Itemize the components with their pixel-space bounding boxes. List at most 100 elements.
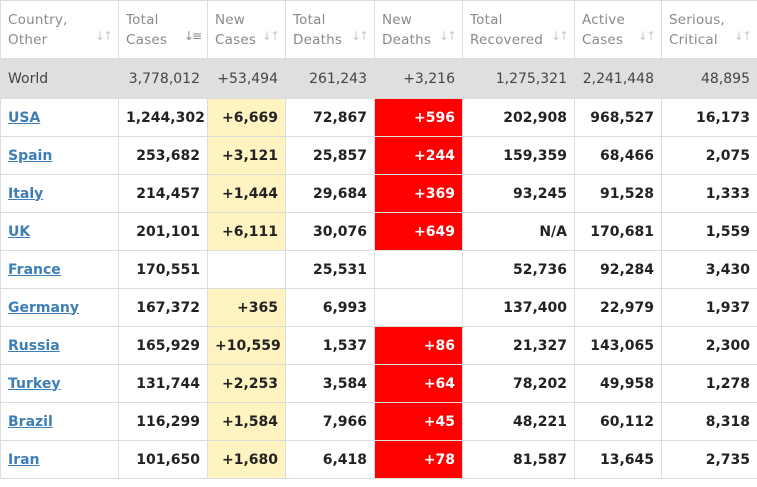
new-deaths-cell: +45 — [374, 402, 463, 441]
new-deaths-cell: +78 — [374, 440, 463, 479]
total-cases-cell: 170,551 — [118, 250, 208, 289]
new-cases-cell: +1,444 — [207, 174, 286, 213]
country-link[interactable]: UK — [8, 223, 31, 240]
header-new-deaths[interactable]: New Deaths ↓↑ — [374, 0, 463, 59]
new-cases-cell — [207, 250, 286, 289]
total-deaths-cell: 7,966 — [285, 402, 375, 441]
sort-desc-icon[interactable]: ↓≡ — [183, 29, 202, 43]
country-link[interactable]: Spain — [8, 147, 53, 164]
country-link[interactable]: Italy — [8, 185, 44, 202]
country-cell: France — [0, 250, 119, 289]
total-deaths-cell: 6,993 — [285, 288, 375, 327]
total-deaths-cell: 29,684 — [285, 174, 375, 213]
table-row: USA 1,244,302 +6,669 72,867 +596 202,908 968,5… — [0, 98, 757, 137]
header-country[interactable]: Country, Other ↓↑ — [0, 0, 119, 59]
country-cell: Germany — [0, 288, 119, 327]
new-deaths-cell: +86 — [374, 326, 463, 365]
total-recovered-cell: 48,221 — [462, 402, 575, 441]
header-label: Total Recovered — [470, 11, 543, 48]
sort-icon[interactable]: ↓↑ — [733, 29, 752, 43]
table-row: Italy 214,457 +1,444 29,684 +369 93,245 91,528… — [0, 174, 757, 213]
header-total-recovered[interactable]: Total Recovered ↓↑ — [462, 0, 575, 59]
new-cases-cell: +3,121 — [207, 136, 286, 175]
active-cases-cell: 49,958 — [574, 364, 662, 403]
serious-critical-cell: 1,278 — [661, 364, 757, 403]
new-deaths-cell: +649 — [374, 212, 463, 251]
world-row: World 3,778,012 +53,494 261,243 +3,216 1… — [0, 58, 757, 99]
total-cases-cell: 101,650 — [118, 440, 208, 479]
header-serious-critical[interactable]: Serious, Critical ↓↑ — [661, 0, 757, 59]
country-cell: Spain — [0, 136, 119, 175]
active-cases-cell: 170,681 — [574, 212, 662, 251]
active-cases-cell: 60,112 — [574, 402, 662, 441]
sort-icon[interactable]: ↓↑ — [261, 29, 280, 43]
total-recovered-cell: 21,327 — [462, 326, 575, 365]
total-cases-cell: 131,744 — [118, 364, 208, 403]
new-cases-cell: +6,111 — [207, 212, 286, 251]
header-total-deaths[interactable]: Total Deaths ↓↑ — [285, 0, 375, 59]
serious-critical-cell: 1,937 — [661, 288, 757, 327]
sort-icon[interactable]: ↓↑ — [350, 29, 369, 43]
total-deaths-cell: 6,418 — [285, 440, 375, 479]
new-cases-cell: +2,253 — [207, 364, 286, 403]
total-deaths-cell: 1,537 — [285, 326, 375, 365]
new-deaths-cell: +596 — [374, 98, 463, 137]
sort-icon[interactable]: ↓↑ — [94, 29, 113, 43]
active-cases-cell: 13,645 — [574, 440, 662, 479]
world-total-deaths-cell: 261,243 — [285, 58, 375, 99]
country-link[interactable]: France — [8, 261, 61, 278]
total-recovered-cell: 78,202 — [462, 364, 575, 403]
table-row: Russia 165,929 +10,559 1,537 +86 21,327 143,06… — [0, 326, 757, 365]
header-label: New Deaths — [382, 11, 432, 48]
new-deaths-cell — [374, 288, 463, 327]
country-cell: Italy — [0, 174, 119, 213]
active-cases-cell: 68,466 — [574, 136, 662, 175]
total-recovered-cell: N/A — [462, 212, 575, 251]
sort-icon[interactable]: ↓↑ — [438, 29, 457, 43]
table-row: UK 201,101 +6,111 30,076 +649 N/A 170,681 1,559 — [0, 212, 757, 251]
total-deaths-cell: 30,076 — [285, 212, 375, 251]
sort-icon[interactable]: ↓↑ — [637, 29, 656, 43]
header-label: Total Deaths — [293, 11, 343, 48]
country-link[interactable]: Turkey — [8, 375, 61, 392]
world-new-cases-cell: +53,494 — [207, 58, 286, 99]
sort-icon[interactable]: ↓↑ — [550, 29, 569, 43]
country-link[interactable]: USA — [8, 109, 41, 126]
country-cell: Russia — [0, 326, 119, 365]
new-cases-cell: +1,680 — [207, 440, 286, 479]
total-deaths-cell: 25,531 — [285, 250, 375, 289]
total-cases-cell: 116,299 — [118, 402, 208, 441]
total-cases-cell: 1,244,302 — [118, 98, 208, 137]
total-cases-cell: 201,101 — [118, 212, 208, 251]
header-active-cases[interactable]: Active Cases ↓↑ — [574, 0, 662, 59]
total-deaths-cell: 72,867 — [285, 98, 375, 137]
country-cell: USA — [0, 98, 119, 137]
total-recovered-cell: 137,400 — [462, 288, 575, 327]
country-link[interactable]: Russia — [8, 337, 60, 354]
world-name-cell: World — [0, 58, 119, 99]
country-link[interactable]: Brazil — [8, 413, 53, 430]
new-cases-cell: +365 — [207, 288, 286, 327]
country-link[interactable]: Germany — [8, 299, 80, 316]
table-row: France 170,551 25,531 52,736 92,284 3,430 — [0, 250, 757, 289]
serious-critical-cell: 2,300 — [661, 326, 757, 365]
world-total-cases-cell: 3,778,012 — [118, 58, 208, 99]
serious-critical-cell: 2,075 — [661, 136, 757, 175]
active-cases-cell: 968,527 — [574, 98, 662, 137]
header-label: New Cases — [215, 11, 257, 48]
world-serious-critical-cell: 48,895 — [661, 58, 757, 99]
table-row: Brazil 116,299 +1,584 7,966 +45 48,221 60,112 8… — [0, 402, 757, 441]
country-cell: Turkey — [0, 364, 119, 403]
world-total-recovered-cell: 1,275,321 — [462, 58, 575, 99]
header-total-cases[interactable]: Total Cases ↓≡ — [118, 0, 208, 59]
active-cases-cell: 92,284 — [574, 250, 662, 289]
country-link[interactable]: Iran — [8, 451, 40, 468]
total-recovered-cell: 81,587 — [462, 440, 575, 479]
serious-critical-cell: 1,333 — [661, 174, 757, 213]
serious-critical-cell: 2,735 — [661, 440, 757, 479]
header-label: Serious, Critical — [669, 11, 725, 48]
country-cell: Brazil — [0, 402, 119, 441]
world-new-deaths-cell: +3,216 — [374, 58, 463, 99]
table-row: Spain 253,682 +3,121 25,857 +244 159,359 68,46… — [0, 136, 757, 175]
header-new-cases[interactable]: New Cases ↓↑ — [207, 0, 286, 59]
